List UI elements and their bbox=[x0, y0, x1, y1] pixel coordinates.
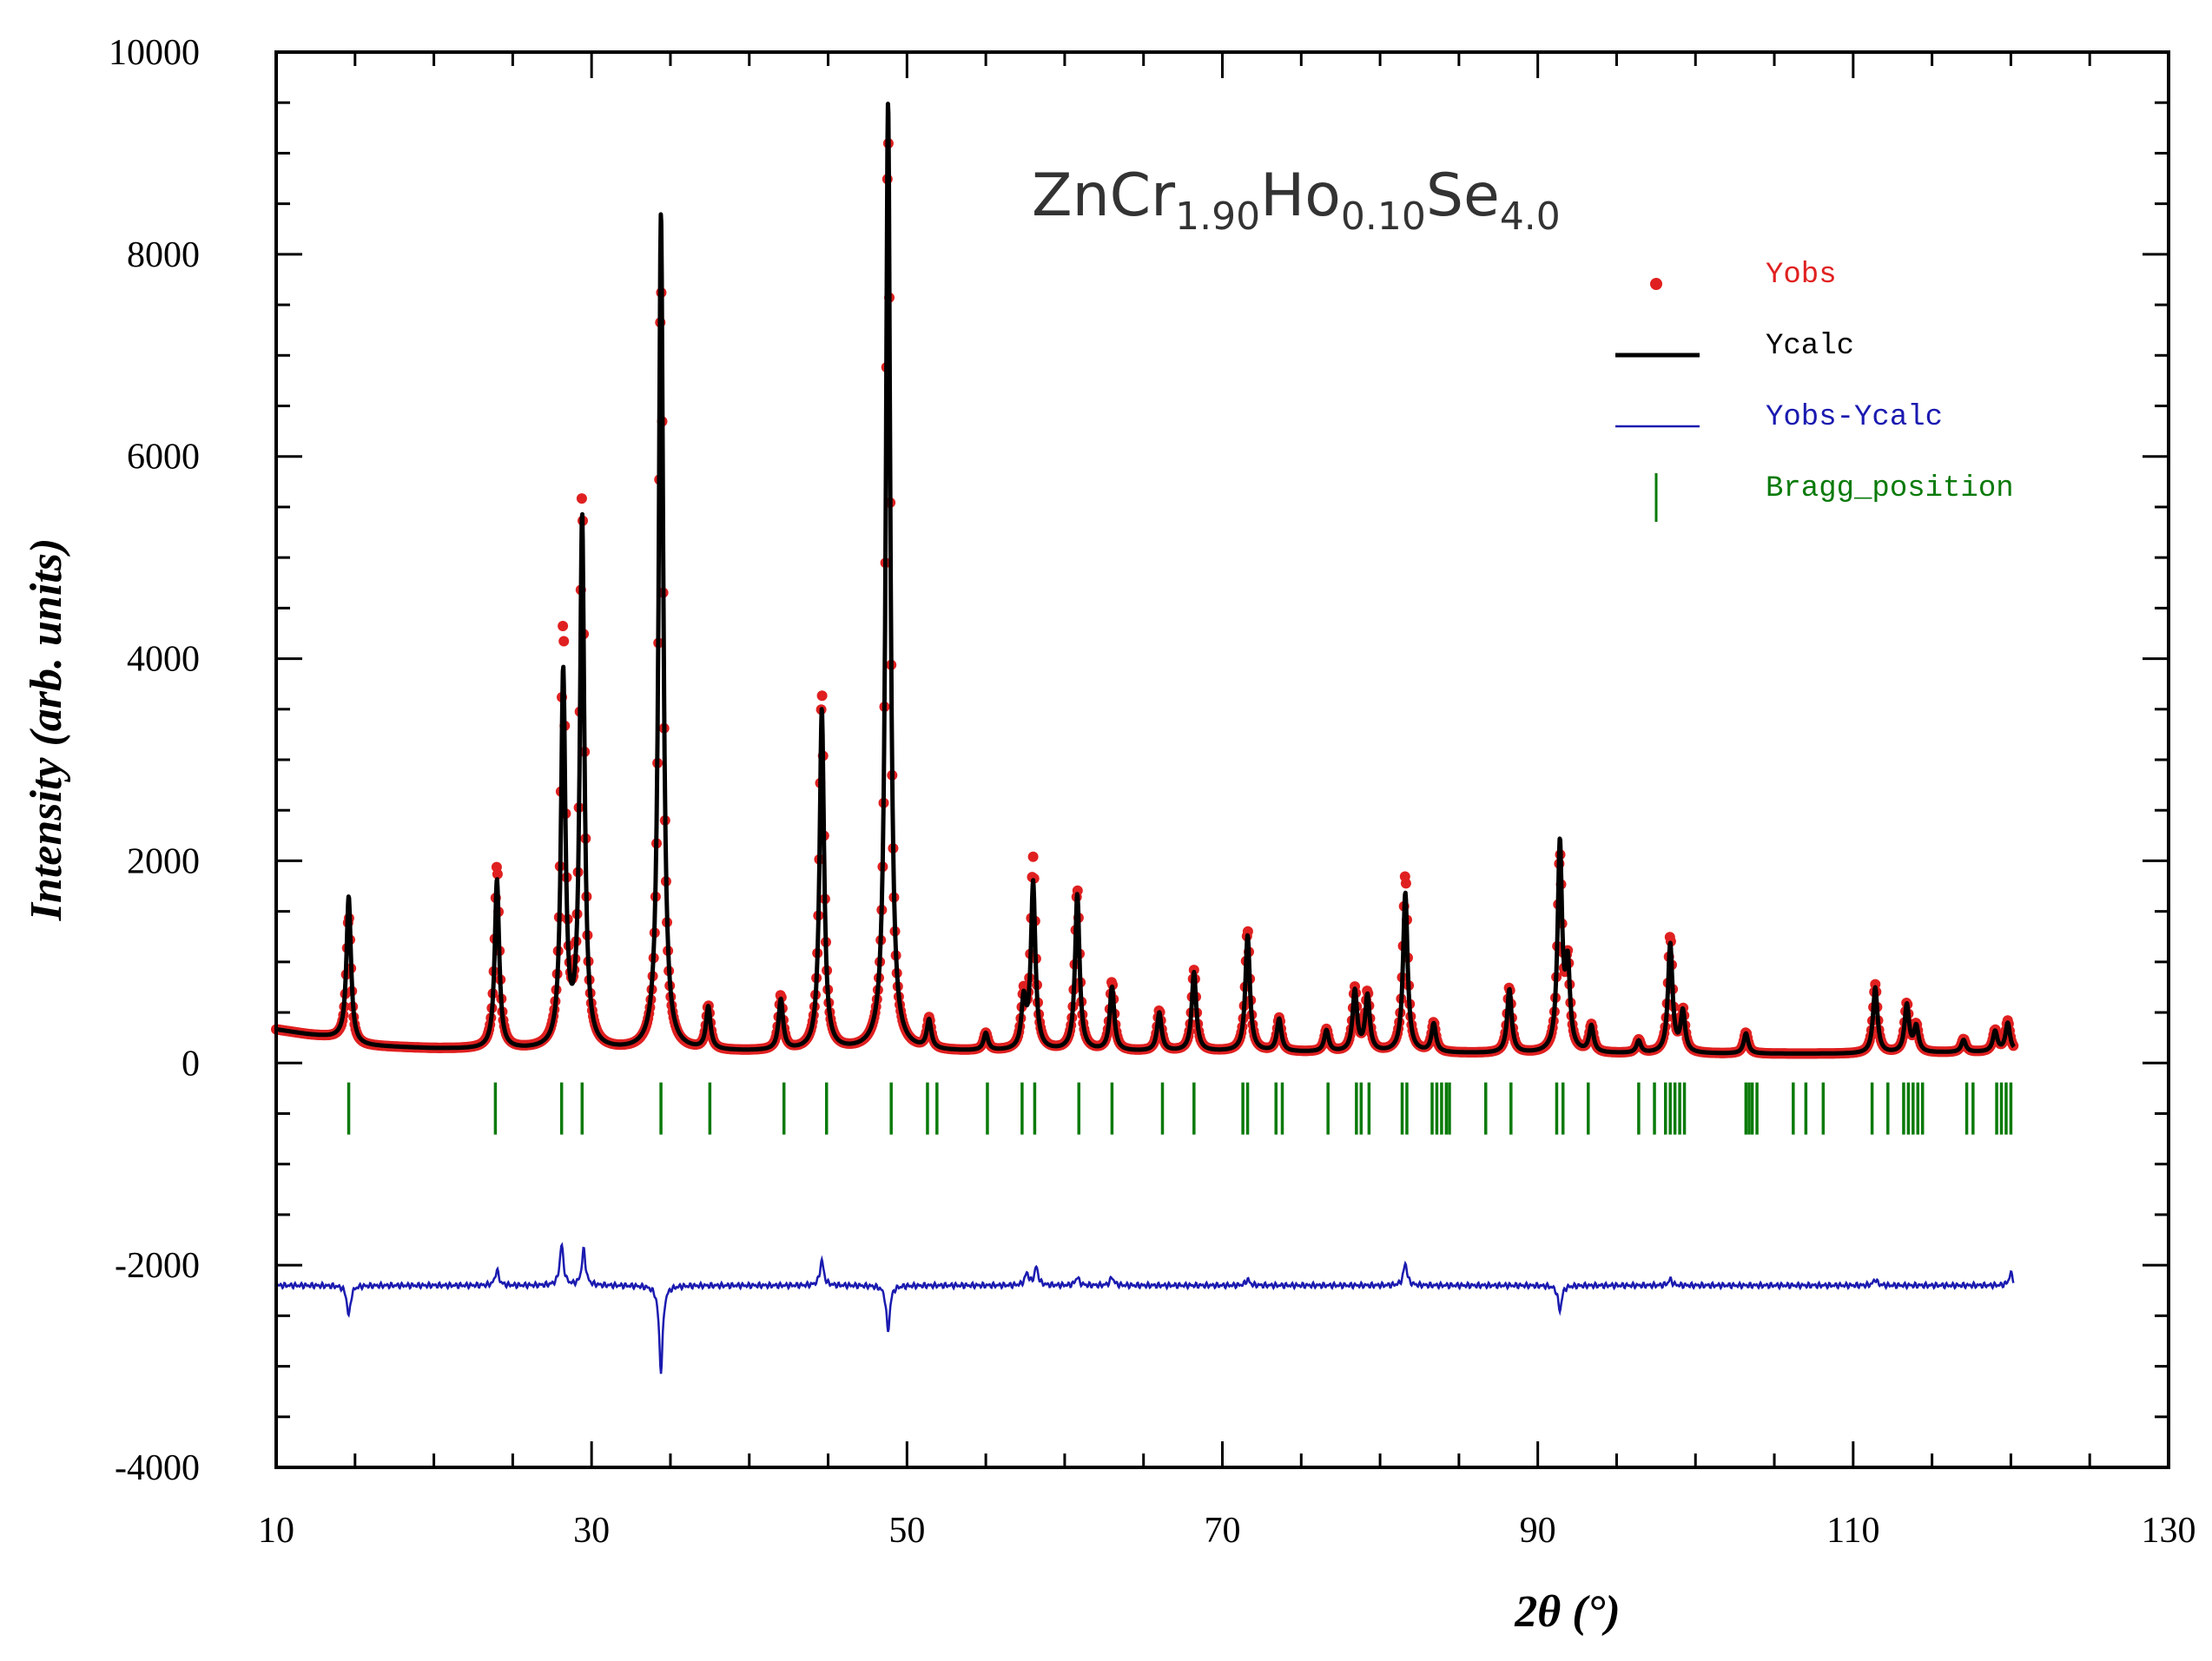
y-tick-label: 8000 bbox=[127, 235, 200, 275]
legend-label: Ycalc bbox=[1766, 330, 1854, 363]
compound-annotation: ZnCr1.90Ho0.10Se4.0 bbox=[1032, 161, 1561, 239]
y-tick-label: 10000 bbox=[109, 33, 200, 73]
yobs-point bbox=[816, 690, 828, 702]
yobs-point bbox=[558, 621, 569, 631]
annotation-text: Ho bbox=[1260, 161, 1341, 230]
ycalc-line bbox=[274, 102, 2016, 1056]
annotation-subscript: 0.10 bbox=[1341, 194, 1426, 239]
difference-line bbox=[275, 1242, 2015, 1374]
yobs-point bbox=[1072, 885, 1083, 896]
yobs-point bbox=[1242, 926, 1253, 937]
legend-marker-yobs bbox=[1650, 278, 1662, 290]
legend-label: Yobs bbox=[1766, 259, 1837, 292]
yobs-point bbox=[1400, 878, 1411, 889]
y-tick-label: -2000 bbox=[115, 1246, 200, 1286]
x-tick-label: 130 bbox=[2142, 1511, 2196, 1551]
y-tick-label: 6000 bbox=[127, 438, 200, 478]
legend-label: Yobs-Ycalc bbox=[1766, 401, 1943, 434]
yobs-point bbox=[492, 868, 503, 880]
annotation-text: Se bbox=[1426, 161, 1500, 230]
annotation-text: ZnCr bbox=[1032, 161, 1175, 230]
x-tick-label: 110 bbox=[1826, 1511, 1879, 1551]
x-tick-label: 30 bbox=[573, 1511, 610, 1551]
x-tick-label: 10 bbox=[258, 1511, 294, 1551]
yobs-point bbox=[1870, 979, 1881, 990]
x-tick-label: 50 bbox=[888, 1511, 925, 1551]
legend-label: Bragg_position bbox=[1766, 472, 2014, 505]
legend: Yobs Ycalc Yobs-Ycalc Bragg_position bbox=[1615, 259, 2014, 522]
x-tick-label: 90 bbox=[1520, 1511, 1556, 1551]
y-tick-label: 4000 bbox=[127, 640, 200, 680]
difference-layer bbox=[275, 1242, 2015, 1374]
yobs-point bbox=[558, 636, 570, 647]
tick-labels: 10 30 50 70 90 110 130 -4000 -2000 0 2000 4000 6000 8… bbox=[109, 33, 2196, 1551]
y-axis-title: Intensity (arb. units) bbox=[22, 538, 71, 922]
y-tick-label: 0 bbox=[182, 1044, 200, 1084]
yobs-point bbox=[1027, 851, 1039, 862]
observed-points bbox=[271, 138, 2019, 1059]
x-axis-title: 2θ (°) bbox=[1514, 1587, 1620, 1637]
y-tick-label: 2000 bbox=[127, 841, 200, 881]
x-tick-label: 70 bbox=[1205, 1511, 1241, 1551]
bragg-ticks bbox=[347, 1082, 2013, 1135]
axes-frame bbox=[274, 50, 2170, 1469]
annotation-subscript: 1.90 bbox=[1175, 194, 1260, 239]
yobs-point bbox=[576, 493, 587, 504]
calculated-layer bbox=[274, 102, 2016, 1056]
annotation-subscript: 4.0 bbox=[1500, 194, 1561, 239]
y-tick-label: -4000 bbox=[115, 1448, 200, 1488]
